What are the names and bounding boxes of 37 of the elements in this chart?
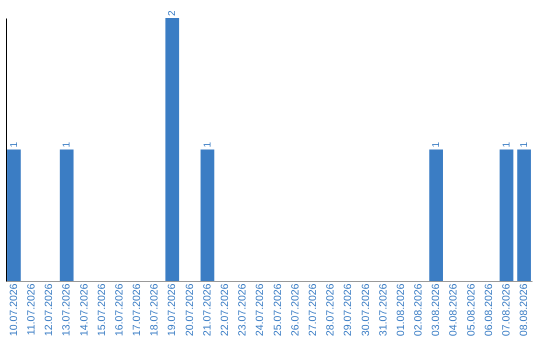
- x-tick-label: 04.08.2026: [448, 283, 460, 336]
- x-tick-label: 24.07.2026: [254, 283, 266, 336]
- data-label: 1: [202, 142, 214, 148]
- x-tick-label: 07.08.2026: [500, 283, 512, 336]
- x-tick-label: 25.07.2026: [272, 283, 284, 336]
- x-tick-label: 03.08.2026: [430, 283, 442, 336]
- x-tick-label: 20.07.2026: [184, 283, 196, 336]
- data-label: 1: [62, 142, 73, 148]
- data-label: 1: [519, 142, 530, 148]
- x-tick-label: 10.07.2026: [8, 283, 20, 336]
- x-tick-label: 02.08.2026: [412, 283, 425, 336]
- x-tick-label: 31.07.2026: [377, 283, 390, 336]
- data-label: 1: [501, 142, 512, 148]
- x-tick-label: 16.07.2026: [113, 283, 126, 336]
- x-tick-label: 17.07.2026: [131, 283, 144, 336]
- x-tick-label: 18.07.2026: [148, 283, 161, 336]
- x-tick-label: 30.07.2026: [360, 283, 372, 336]
- x-tick-label: 27.07.2026: [306, 283, 319, 336]
- x-tick-label: 12.07.2026: [43, 283, 56, 336]
- x-tick-label: 23.07.2026: [236, 283, 249, 336]
- data-label: 2: [167, 10, 178, 16]
- x-tick-label: 14.07.2026: [78, 283, 90, 336]
- x-tick-label: 08.08.2026: [518, 283, 530, 336]
- x-tick-label: 19.07.2026: [166, 283, 178, 336]
- x-tick-label: 15.07.2026: [96, 283, 108, 336]
- x-tick-label: 26.07.2026: [289, 283, 302, 336]
- x-tick-label: 29.07.2026: [342, 283, 354, 336]
- x-tick-label: 28.07.2026: [324, 283, 337, 336]
- x-tick-label: 21.07.2026: [201, 283, 214, 336]
- data-label: 1: [431, 142, 442, 148]
- x-tick-label: 01.08.2026: [394, 283, 407, 336]
- x-tick-label: 22.07.2026: [219, 283, 232, 336]
- x-tick-label: 13.07.2026: [60, 283, 73, 336]
- x-tick-label: 06.08.2026: [482, 283, 495, 336]
- data-label: 1: [8, 142, 20, 148]
- x-tick-label: 05.08.2026: [465, 283, 478, 336]
- x-tick-label: 11.07.2026: [26, 283, 38, 336]
